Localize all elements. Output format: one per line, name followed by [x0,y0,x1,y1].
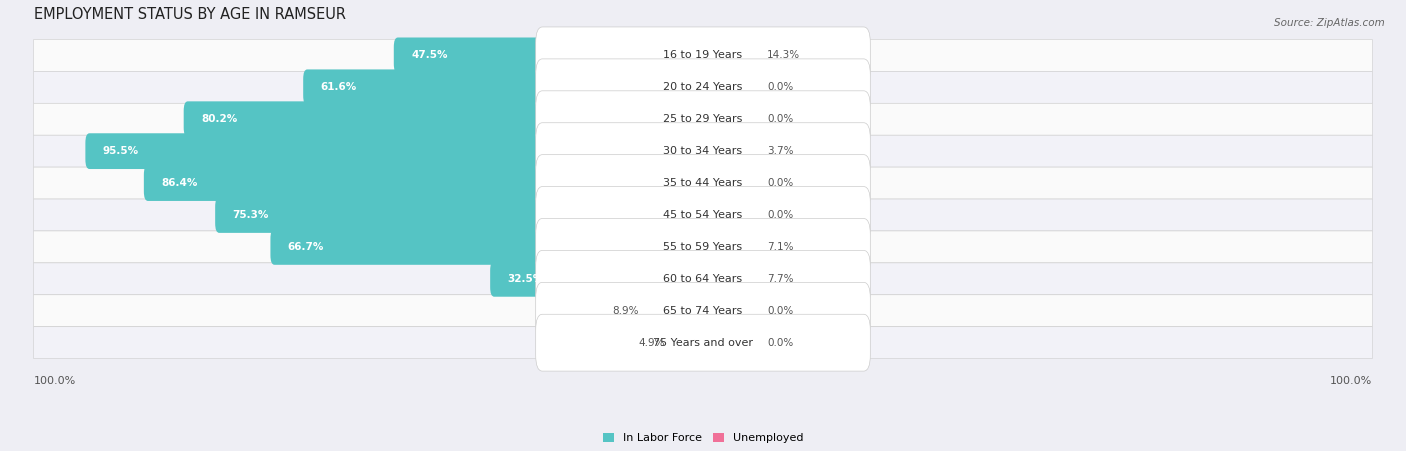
FancyBboxPatch shape [304,69,707,105]
Text: 16 to 19 Years: 16 to 19 Years [664,51,742,60]
Text: 0.0%: 0.0% [768,338,793,348]
Text: 8.9%: 8.9% [613,306,640,316]
FancyBboxPatch shape [536,250,870,307]
FancyBboxPatch shape [699,37,761,73]
FancyBboxPatch shape [536,218,870,275]
FancyBboxPatch shape [536,282,870,339]
Text: 7.7%: 7.7% [768,274,794,284]
FancyBboxPatch shape [668,325,707,360]
FancyBboxPatch shape [536,123,870,179]
Text: 100.0%: 100.0% [1330,376,1372,386]
FancyBboxPatch shape [699,325,761,360]
FancyBboxPatch shape [34,135,1372,167]
Text: EMPLOYMENT STATUS BY AGE IN RAMSEUR: EMPLOYMENT STATUS BY AGE IN RAMSEUR [34,7,346,22]
Text: 45 to 54 Years: 45 to 54 Years [664,210,742,220]
Text: 86.4%: 86.4% [162,178,198,188]
FancyBboxPatch shape [536,91,870,147]
FancyBboxPatch shape [699,165,761,201]
FancyBboxPatch shape [699,133,761,169]
Text: 7.1%: 7.1% [768,242,794,252]
FancyBboxPatch shape [34,167,1372,199]
FancyBboxPatch shape [699,101,761,137]
FancyBboxPatch shape [34,231,1372,263]
Text: 100.0%: 100.0% [34,376,76,386]
FancyBboxPatch shape [34,327,1372,359]
Text: 66.7%: 66.7% [288,242,325,252]
Text: 60 to 64 Years: 60 to 64 Years [664,274,742,284]
Text: 4.9%: 4.9% [638,338,665,348]
Text: 32.5%: 32.5% [508,274,544,284]
FancyBboxPatch shape [536,314,870,371]
FancyBboxPatch shape [394,37,707,73]
Text: 0.0%: 0.0% [768,82,793,92]
Text: 0.0%: 0.0% [768,210,793,220]
Text: 0.0%: 0.0% [768,306,793,316]
FancyBboxPatch shape [536,27,870,84]
FancyBboxPatch shape [491,261,707,297]
FancyBboxPatch shape [270,229,707,265]
Text: 25 to 29 Years: 25 to 29 Years [664,114,742,124]
FancyBboxPatch shape [536,155,870,212]
FancyBboxPatch shape [184,101,707,137]
Text: 75 Years and over: 75 Years and over [652,338,754,348]
Text: 95.5%: 95.5% [103,146,139,156]
FancyBboxPatch shape [34,199,1372,231]
FancyBboxPatch shape [641,293,707,329]
FancyBboxPatch shape [536,187,870,244]
FancyBboxPatch shape [536,59,870,116]
FancyBboxPatch shape [699,197,761,233]
FancyBboxPatch shape [143,165,707,201]
Text: 0.0%: 0.0% [768,178,793,188]
Text: 61.6%: 61.6% [321,82,357,92]
FancyBboxPatch shape [215,197,707,233]
Text: Source: ZipAtlas.com: Source: ZipAtlas.com [1274,18,1385,28]
Text: 20 to 24 Years: 20 to 24 Years [664,82,742,92]
FancyBboxPatch shape [34,103,1372,135]
Text: 35 to 44 Years: 35 to 44 Years [664,178,742,188]
Text: 0.0%: 0.0% [768,114,793,124]
FancyBboxPatch shape [34,39,1372,71]
FancyBboxPatch shape [699,69,761,105]
Text: 75.3%: 75.3% [232,210,269,220]
FancyBboxPatch shape [86,133,707,169]
Text: 3.7%: 3.7% [768,146,794,156]
FancyBboxPatch shape [34,263,1372,295]
Legend: In Labor Force, Unemployed: In Labor Force, Unemployed [598,428,808,447]
FancyBboxPatch shape [34,71,1372,103]
FancyBboxPatch shape [699,229,761,265]
FancyBboxPatch shape [34,295,1372,327]
Text: 14.3%: 14.3% [768,51,800,60]
Text: 65 to 74 Years: 65 to 74 Years [664,306,742,316]
Text: 80.2%: 80.2% [201,114,238,124]
FancyBboxPatch shape [699,293,761,329]
Text: 55 to 59 Years: 55 to 59 Years [664,242,742,252]
FancyBboxPatch shape [699,261,761,297]
Text: 47.5%: 47.5% [411,51,447,60]
Text: 30 to 34 Years: 30 to 34 Years [664,146,742,156]
